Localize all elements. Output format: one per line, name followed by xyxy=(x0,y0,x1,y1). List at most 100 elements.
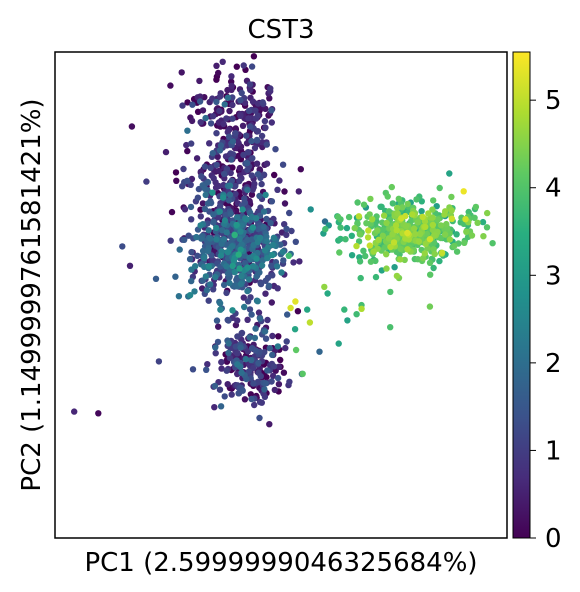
data-point xyxy=(384,193,391,200)
data-point xyxy=(226,107,233,115)
data-point xyxy=(204,178,212,186)
data-point xyxy=(437,234,444,242)
data-point xyxy=(266,95,273,102)
data-point xyxy=(231,268,238,276)
data-point xyxy=(393,227,400,234)
data-point xyxy=(220,236,228,243)
data-point xyxy=(462,216,469,223)
data-point xyxy=(178,69,185,76)
data-point xyxy=(201,163,209,170)
colorbar xyxy=(512,51,531,539)
data-point xyxy=(292,238,299,245)
data-point xyxy=(244,149,252,156)
data-point xyxy=(261,393,269,400)
data-point xyxy=(443,220,450,228)
data-point xyxy=(460,188,467,195)
colorbar-tick-label: 4 xyxy=(545,174,562,204)
data-point xyxy=(387,324,394,331)
data-point xyxy=(227,210,234,217)
data-point xyxy=(354,220,361,227)
data-point xyxy=(221,393,228,400)
data-point xyxy=(425,210,432,217)
data-point xyxy=(237,97,244,104)
data-point xyxy=(244,298,252,305)
data-point xyxy=(344,317,351,324)
data-point xyxy=(244,287,251,295)
data-point xyxy=(181,206,189,213)
data-point xyxy=(448,193,455,201)
data-point xyxy=(201,263,208,271)
data-point xyxy=(250,380,257,387)
data-point xyxy=(225,349,232,357)
data-point xyxy=(258,180,265,188)
data-point xyxy=(95,410,102,417)
data-point xyxy=(256,192,263,200)
data-point xyxy=(262,277,269,284)
data-point xyxy=(253,137,261,144)
data-point xyxy=(128,123,136,130)
data-point xyxy=(436,257,443,265)
data-point xyxy=(304,306,311,313)
data-point xyxy=(402,223,410,230)
data-point xyxy=(221,217,229,224)
data-point xyxy=(246,276,253,283)
data-point xyxy=(392,222,400,229)
data-point xyxy=(251,334,259,342)
data-point xyxy=(217,142,225,149)
data-point xyxy=(397,245,404,253)
data-point xyxy=(245,368,253,375)
data-point xyxy=(250,263,257,270)
data-point xyxy=(214,153,221,160)
data-point xyxy=(264,316,271,324)
data-point xyxy=(232,125,239,132)
data-point xyxy=(275,381,283,388)
data-point xyxy=(427,271,434,278)
data-point xyxy=(441,231,449,238)
data-point xyxy=(275,333,282,340)
data-point xyxy=(395,195,402,202)
data-point xyxy=(187,203,195,211)
data-point xyxy=(194,194,202,201)
data-point xyxy=(243,132,250,139)
data-point xyxy=(196,98,204,105)
data-point xyxy=(248,172,255,179)
data-point xyxy=(199,107,207,114)
data-point xyxy=(256,234,264,242)
data-point xyxy=(262,290,269,297)
data-point xyxy=(270,363,278,370)
data-point xyxy=(263,141,270,148)
data-point xyxy=(283,338,290,345)
data-point xyxy=(238,369,245,376)
data-point xyxy=(202,191,209,199)
data-point xyxy=(257,373,264,380)
data-point xyxy=(274,186,281,193)
data-point xyxy=(324,290,331,297)
data-point xyxy=(229,101,236,109)
data-point xyxy=(250,364,257,372)
data-point xyxy=(207,281,214,288)
data-point xyxy=(247,86,254,94)
data-point xyxy=(353,242,360,250)
data-point xyxy=(228,156,235,163)
data-point xyxy=(224,316,231,324)
data-point xyxy=(279,161,287,168)
data-point xyxy=(251,180,258,188)
data-point xyxy=(215,69,222,77)
data-point xyxy=(393,272,401,280)
data-point xyxy=(280,257,287,264)
data-point xyxy=(353,311,360,318)
data-point xyxy=(282,344,289,352)
data-point xyxy=(219,58,226,65)
data-point xyxy=(348,252,356,259)
data-point xyxy=(292,346,300,354)
data-point xyxy=(441,211,448,218)
data-point xyxy=(237,246,244,253)
data-point xyxy=(268,299,275,306)
data-point xyxy=(484,209,491,217)
data-point xyxy=(173,177,180,184)
data-point xyxy=(265,282,273,289)
data-point xyxy=(283,231,290,239)
data-point xyxy=(244,166,251,174)
data-point xyxy=(387,243,394,251)
data-point xyxy=(418,198,425,205)
